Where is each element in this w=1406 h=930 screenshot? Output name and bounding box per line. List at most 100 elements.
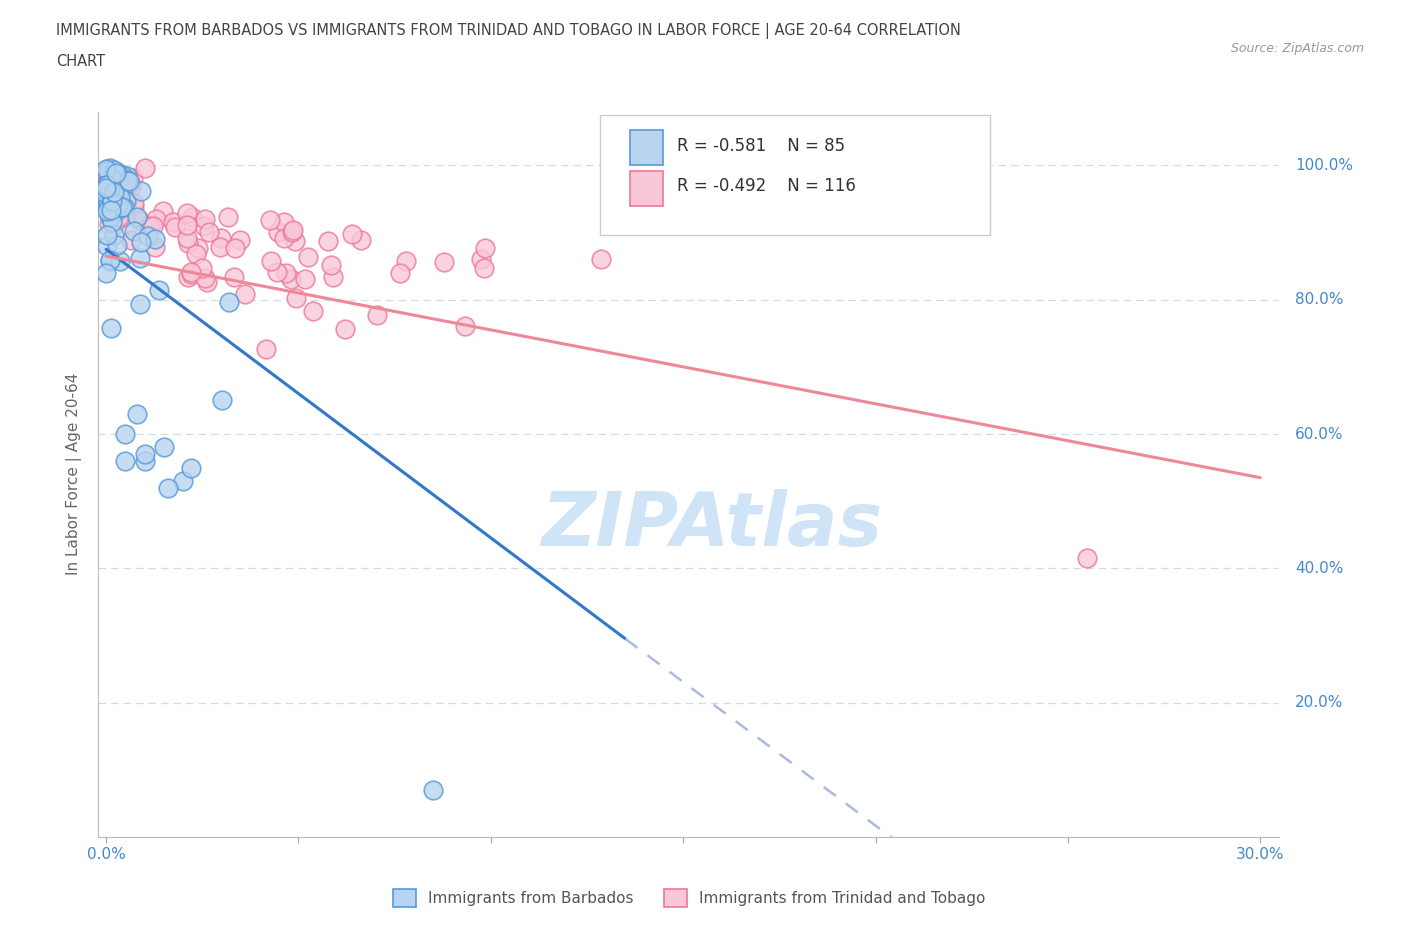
Point <box>114 454 136 469</box>
Text: IMMIGRANTS FROM BARBADOS VS IMMIGRANTS FROM TRINIDAD AND TOBAGO IN LABOR FORCE |: IMMIGRANTS FROM BARBADOS VS IMMIGRANTS F… <box>56 23 962 39</box>
Point <box>181 209 204 224</box>
Point <box>101 166 124 181</box>
Point <box>148 282 170 297</box>
Point <box>100 171 122 186</box>
Point <box>110 254 132 269</box>
Point <box>98 217 121 232</box>
Point <box>97 196 120 211</box>
Point <box>96 204 118 219</box>
Point <box>454 319 477 334</box>
Point <box>100 186 122 201</box>
Point <box>211 393 233 408</box>
Point <box>97 176 120 191</box>
Point <box>222 270 245 285</box>
Point <box>280 272 302 286</box>
Point <box>98 204 121 219</box>
Point <box>281 222 304 237</box>
Point <box>340 227 363 242</box>
Point <box>107 194 129 209</box>
Point <box>105 196 128 211</box>
Point <box>366 308 388 323</box>
Text: R = -0.492    N = 116: R = -0.492 N = 116 <box>678 178 856 195</box>
Point <box>193 219 215 234</box>
Point <box>96 178 118 193</box>
Text: 40.0%: 40.0% <box>1295 561 1343 576</box>
Point <box>111 196 134 211</box>
Point <box>198 225 221 240</box>
Point <box>98 186 121 201</box>
Point <box>101 215 124 230</box>
Point <box>172 473 194 488</box>
Point <box>195 274 218 289</box>
Point <box>104 196 127 211</box>
Point <box>138 228 160 243</box>
FancyBboxPatch shape <box>630 171 664 206</box>
Point <box>96 164 118 179</box>
Point <box>177 235 200 250</box>
Point <box>115 168 138 183</box>
Point <box>107 173 129 188</box>
Point <box>107 185 129 200</box>
Point <box>104 171 127 186</box>
Point <box>101 204 124 219</box>
Point <box>229 232 252 247</box>
Point <box>96 186 118 201</box>
Point <box>176 218 198 232</box>
Point <box>96 167 118 182</box>
Point <box>145 212 167 227</box>
Point <box>98 202 121 217</box>
Point <box>322 270 344 285</box>
Point <box>97 173 120 188</box>
Point <box>273 231 295 246</box>
Text: 60.0%: 60.0% <box>1295 427 1343 442</box>
Point <box>118 177 141 192</box>
Point <box>208 240 231 255</box>
Point <box>301 304 323 319</box>
Point <box>1076 551 1098 565</box>
Point <box>97 195 120 210</box>
Point <box>96 178 118 193</box>
Point <box>114 427 136 442</box>
Point <box>274 266 297 281</box>
Point <box>96 238 118 253</box>
Point <box>184 246 207 261</box>
Point <box>194 270 217 285</box>
Point <box>319 258 342 272</box>
Point <box>103 228 125 243</box>
Point <box>96 199 118 214</box>
Point <box>187 241 209 256</box>
Point <box>165 219 187 234</box>
Point <box>180 264 202 279</box>
Point <box>153 440 176 455</box>
Point <box>143 232 166 246</box>
Text: Source: ZipAtlas.com: Source: ZipAtlas.com <box>1230 42 1364 55</box>
Text: 20.0%: 20.0% <box>1295 695 1343 711</box>
Point <box>152 204 174 219</box>
Point <box>104 192 127 206</box>
Point <box>433 255 456 270</box>
Point <box>394 253 416 268</box>
Point <box>111 207 134 222</box>
Point <box>297 249 319 264</box>
Point <box>260 254 283 269</box>
Point <box>108 209 131 224</box>
Point <box>273 214 295 229</box>
Point <box>474 241 496 256</box>
Point <box>98 208 121 223</box>
Text: 100.0%: 100.0% <box>1295 158 1353 173</box>
Point <box>134 160 156 175</box>
Point <box>122 200 145 215</box>
Point <box>122 171 145 186</box>
Point <box>96 190 118 205</box>
Point <box>285 290 308 305</box>
Point <box>224 240 246 255</box>
Point <box>120 232 142 247</box>
Point <box>129 297 152 312</box>
Point <box>103 163 125 178</box>
Point <box>209 231 232 246</box>
FancyBboxPatch shape <box>630 130 664 165</box>
Point <box>103 166 125 180</box>
Point <box>143 240 166 255</box>
Point <box>107 186 129 201</box>
Point <box>156 480 179 495</box>
